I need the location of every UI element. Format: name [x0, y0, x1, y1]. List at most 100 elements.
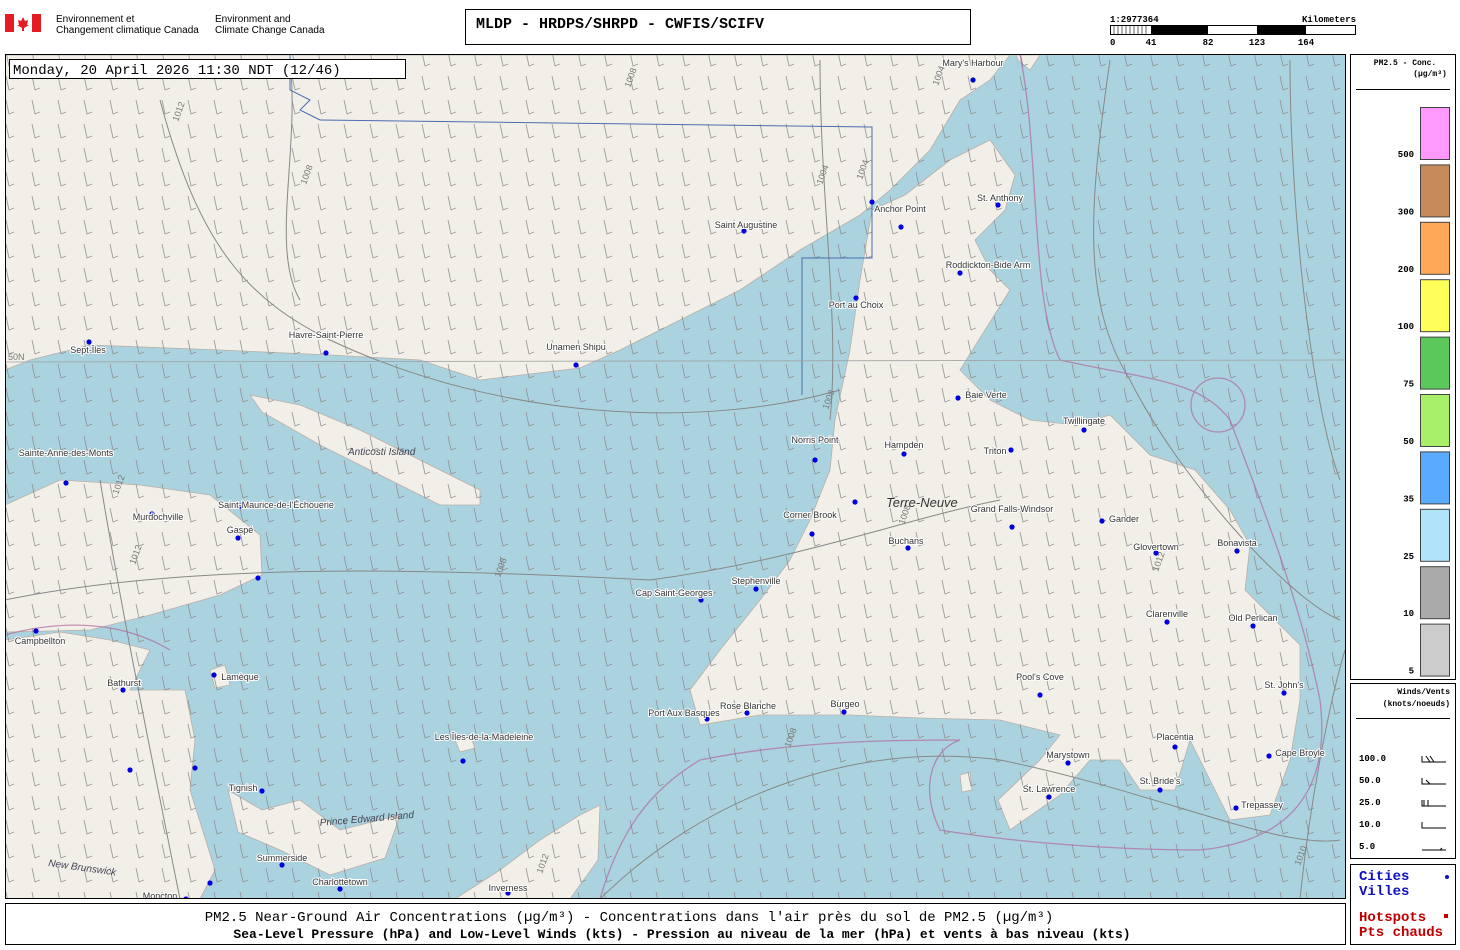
- city-label: Les Îles-de-la-Madeleine: [435, 732, 534, 742]
- region-label: Terre-Neuve: [886, 495, 958, 510]
- map-key: [1350, 864, 1456, 945]
- legend-swatch: [1420, 566, 1450, 620]
- city-dot: [955, 395, 961, 401]
- latitude-label: 50N: [8, 352, 25, 362]
- city-label: Bonavista: [1217, 538, 1257, 548]
- city-label: Glovertown: [1133, 542, 1179, 552]
- city-label: Campbellton: [15, 636, 66, 646]
- city-dot: [127, 767, 133, 773]
- canada-flag: [5, 14, 41, 32]
- city-dot: [63, 480, 69, 486]
- wind-legend: [1350, 683, 1456, 859]
- city-label: Port au Choix: [829, 300, 884, 310]
- scale-tick: 123: [1249, 38, 1265, 48]
- city-label: Corner Brook: [783, 510, 837, 520]
- org-fr: Environnement et: [56, 14, 135, 25]
- wind-legend-label: 10.0: [1359, 820, 1381, 830]
- latitude-line: [6, 359, 1345, 363]
- legend-title: (µg/m³): [1413, 70, 1447, 79]
- wind-barb-symbol: [1422, 847, 1446, 851]
- city-dot: [259, 788, 265, 794]
- city-dot: [812, 457, 818, 463]
- city-label: Cape Broyle: [1275, 748, 1325, 758]
- wind-barb-symbol: [1421, 800, 1446, 807]
- legend-label: 100: [1398, 322, 1414, 332]
- city-label: St. Anthony: [977, 193, 1024, 203]
- title: MLDP - HRDPS/SHRPD - CWFIS/SCIFV: [476, 16, 764, 33]
- city-dot: [1037, 692, 1043, 698]
- city-dot: [279, 862, 285, 868]
- legend-label: 10: [1403, 609, 1414, 619]
- city-label: Triton: [984, 446, 1007, 456]
- legend-label: 200: [1398, 265, 1414, 275]
- city-dot: [704, 716, 710, 722]
- region-label: Anticosti Island: [347, 447, 416, 458]
- date: Monday, 20 April 2026 11:30 NDT (12/46): [13, 63, 341, 79]
- city-dot: [192, 765, 198, 771]
- city-dot: [744, 710, 750, 716]
- city-label: Roddickton-Bide Arm: [946, 260, 1031, 270]
- city-dot: [460, 758, 466, 764]
- footer-box: [5, 903, 1346, 945]
- city-label: Summerside: [257, 853, 308, 863]
- legend-swatch: [1420, 508, 1450, 562]
- city-label: Grand Falls-Windsor: [971, 504, 1054, 514]
- city-label: Port Aux Basques: [648, 708, 720, 718]
- city-label: Pool's Cove: [1016, 672, 1064, 682]
- city-label: Saint Augustine: [715, 220, 778, 230]
- city-dot: [698, 597, 704, 603]
- legend-label: 25: [1403, 552, 1414, 562]
- key-city-dot: [1445, 875, 1449, 879]
- city-label: Hampden: [884, 440, 923, 450]
- legend-label: 35: [1403, 494, 1414, 504]
- city-dot: [852, 499, 858, 505]
- legend-swatch: [1420, 623, 1450, 677]
- city-label: Sept-Îles: [70, 345, 106, 355]
- city-dot: [1046, 794, 1052, 800]
- scale-ratio: 1:2977364: [1110, 15, 1159, 25]
- legend-swatch: [1420, 451, 1450, 505]
- city-label: Moncton: [143, 891, 178, 901]
- city-dot: [573, 362, 579, 368]
- city-dot: [1234, 548, 1240, 554]
- city-label: Twillingate: [1063, 416, 1105, 426]
- city-label: St. Bride's: [1140, 776, 1181, 786]
- isobars: [6, 59, 1345, 898]
- city-label: Inverness: [488, 883, 528, 893]
- city-dot: [1281, 690, 1287, 696]
- city-label: St. John's: [1264, 680, 1304, 690]
- city-label: Mary's Harbour: [942, 58, 1003, 68]
- wind-barbs: [6, 55, 1345, 898]
- city-dot: [970, 77, 976, 83]
- city-label: Stephenville: [731, 576, 780, 586]
- city-dot: [237, 503, 243, 509]
- city-label: Anchor Point: [874, 204, 926, 214]
- city-dot: [1157, 787, 1163, 793]
- wind-legend-label: 100.0: [1359, 754, 1386, 764]
- city-label: Saint-Maurice-de-l'Échouerie: [218, 500, 334, 510]
- wind-legend-label: 5.0: [1359, 842, 1375, 852]
- city-label: Tignish: [229, 783, 258, 793]
- city-dot: [120, 687, 126, 693]
- wind-barb-symbol: [1421, 778, 1446, 785]
- city-dot: [753, 586, 759, 592]
- city-label: Gaspé: [227, 525, 254, 535]
- wind-legend-label: 50.0: [1359, 776, 1381, 786]
- city-label: Lamèque: [221, 672, 259, 682]
- city-dot: [1153, 550, 1159, 556]
- city-dot: [901, 451, 907, 457]
- city-label: Gander: [1109, 514, 1139, 524]
- city-dot: [235, 535, 241, 541]
- city-dot: [995, 202, 1001, 208]
- date-box: [9, 59, 406, 79]
- footer-line: PM2.5 Near-Ground Air Concentrations (µg…: [205, 910, 1054, 926]
- scale-tick: 41: [1146, 38, 1157, 48]
- org-en: Climate Change Canada: [215, 25, 325, 36]
- city-label: Clarenville: [1146, 609, 1188, 619]
- city-dot: [1172, 744, 1178, 750]
- city-dot: [149, 511, 155, 517]
- city-dot: [505, 890, 511, 896]
- city-label: Bathurst: [107, 678, 141, 688]
